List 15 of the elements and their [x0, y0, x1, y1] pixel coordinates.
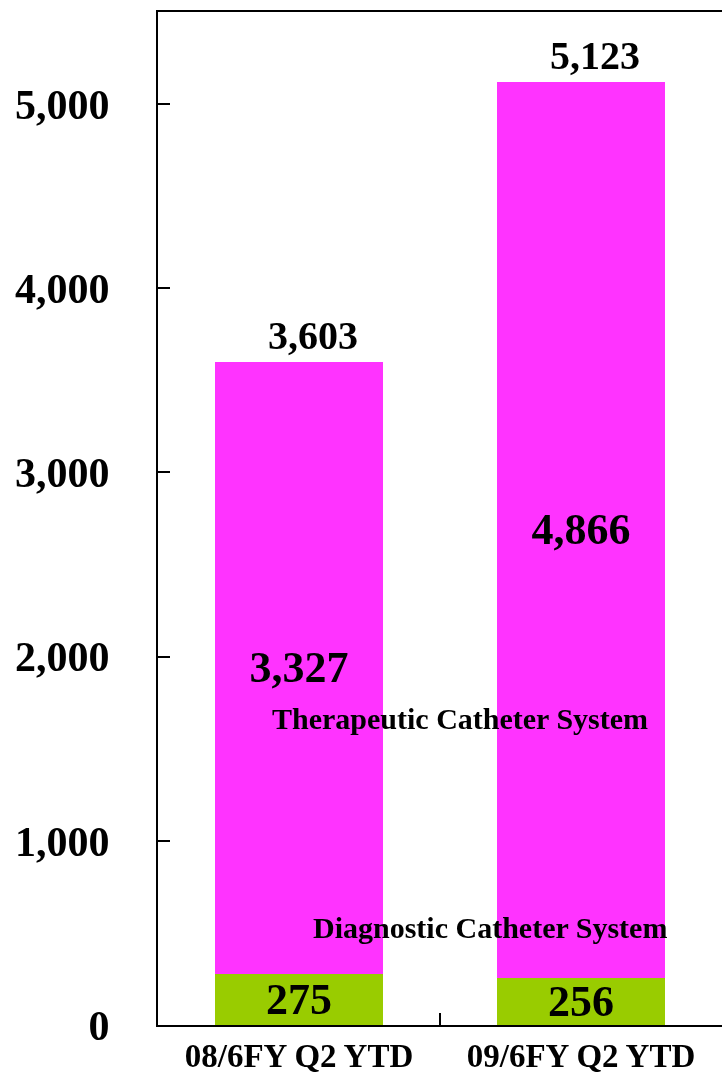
y-tick-label: 1,000 [15, 818, 110, 865]
total-label: 5,123 [550, 33, 640, 78]
data-label: 275 [266, 975, 332, 1025]
y-tick-label: 0 [88, 1002, 110, 1049]
bar [215, 974, 383, 1025]
y-tick-label: 4,000 [15, 265, 110, 312]
total-label: 3,603 [268, 313, 358, 358]
y-tick-label: 5,000 [15, 81, 110, 128]
data-label: 3,327 [249, 643, 349, 693]
y-tick-label: 3,000 [15, 450, 110, 497]
data-label: 256 [548, 976, 614, 1026]
x-tick-label: 09/6FY Q2 YTD [466, 1037, 696, 1074]
y-tick-label: 2,000 [15, 634, 110, 681]
x-tick-label: 08/6FY Q2 YTD [184, 1037, 414, 1074]
data-label: 4,866 [531, 505, 631, 555]
